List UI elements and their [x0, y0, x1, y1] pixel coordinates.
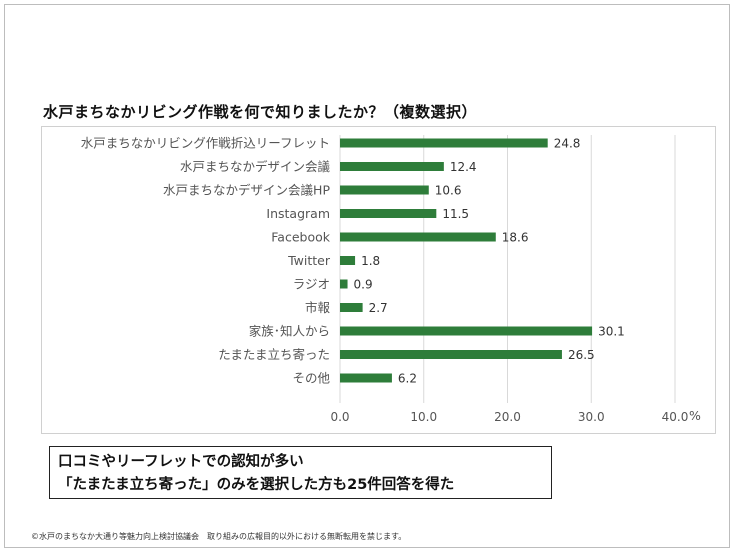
- bar: [340, 162, 444, 171]
- bar: [340, 209, 437, 218]
- category-label: ラジオ: [293, 277, 330, 292]
- summary-note-line-1: 口コミやリーフレットでの認知が多い: [58, 454, 304, 470]
- category-label: Facebook: [271, 230, 330, 245]
- x-unit-label: %: [689, 408, 701, 423]
- bar: [340, 256, 356, 265]
- bar: [340, 279, 348, 289]
- x-tick-label: 0.0: [330, 410, 349, 424]
- x-tick-label: 40.0: [662, 410, 689, 424]
- category-label: たまたま立ち寄った: [218, 347, 330, 362]
- category-label: Twitter: [287, 253, 331, 268]
- category-label: 水戸まちなかデザイン会議HP: [163, 183, 330, 198]
- value-label: 12.4: [450, 160, 477, 174]
- summary-note-box: 口コミやリーフレットでの認知が多い 「たまたま立ち寄った」のみを選択した方も25…: [49, 446, 552, 499]
- category-label: その他: [292, 371, 330, 386]
- category-label: 家族･知人から: [249, 324, 330, 339]
- bar: [340, 185, 429, 195]
- x-tick-label: 30.0: [578, 410, 605, 424]
- x-tick-label: 20.0: [494, 410, 521, 424]
- value-label: 1.8: [361, 254, 380, 268]
- slide: 水戸まちなかリビング作戦を何で知りましたか？（複数選択） 0.0 10.0 20.0…: [4, 4, 730, 548]
- value-label: 30.1: [598, 325, 625, 339]
- bar: [340, 232, 496, 242]
- value-label: 24.8: [554, 137, 581, 151]
- category-label: 市報: [305, 300, 331, 315]
- bar: [340, 350, 562, 359]
- bar: [340, 373, 392, 383]
- bar-chart: 0.0 10.0 20.0 30.0 40.0 % 水戸まちなかリビング作戦折込リーフレット…: [81, 135, 701, 424]
- value-label: 0.9: [354, 278, 373, 292]
- bar: [340, 326, 593, 336]
- value-label: 26.5: [568, 348, 595, 362]
- value-label: 11.5: [442, 207, 469, 221]
- summary-note-line-2: 「たまたま立ち寄った」のみを選択した方も25件回答を得た: [58, 477, 455, 493]
- value-label: 10.6: [435, 184, 462, 198]
- category-label: Instagram: [266, 206, 330, 221]
- category-label: 水戸まちなかリビング作戦折込リーフレット: [81, 136, 330, 151]
- value-label: 18.6: [502, 231, 529, 245]
- value-label: 6.2: [398, 372, 417, 386]
- copyright-footer: ©水戸のまちなか大通り等魅力向上検討協議会 取り組みの広報目的以外における無断転…: [31, 532, 407, 541]
- bar: [340, 303, 363, 312]
- x-tick-label: 10.0: [410, 410, 437, 424]
- chart-title: 水戸まちなかリビング作戦を何で知りましたか？（複数選択）: [43, 103, 478, 121]
- value-label: 2.7: [369, 301, 388, 315]
- category-label: 水戸まちなかデザイン会議: [180, 159, 331, 174]
- chart-frame: 0.0 10.0 20.0 30.0 40.0% 水戸まちなかリビング作戦折込リーフレット…: [41, 126, 716, 434]
- bar: [340, 138, 548, 148]
